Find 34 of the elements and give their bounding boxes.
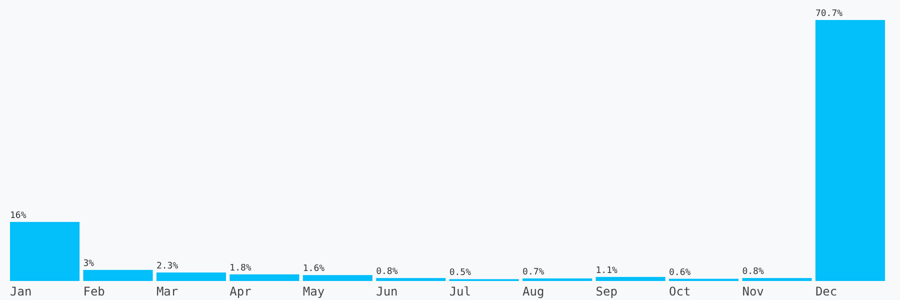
bar [376, 278, 446, 281]
x-tick-label: Jan [10, 284, 32, 299]
data-label: 0.6% [668, 268, 692, 278]
bar [742, 278, 812, 281]
data-label: 1.1% [596, 266, 618, 276]
x-tick-label: Dec [815, 284, 838, 299]
data-label: 2.3% [156, 262, 179, 272]
bar [83, 270, 153, 281]
bar [10, 222, 80, 281]
x-tick-label: Aug [522, 284, 544, 299]
x-tick-label: Jun [376, 284, 398, 299]
x-tick-label: Apr [230, 284, 252, 299]
data-label: 16% [10, 210, 27, 221]
bar [302, 275, 372, 281]
bar [230, 274, 300, 281]
bar [156, 272, 226, 281]
data-label: 0.7% [522, 267, 545, 278]
data-label: 0.8% [376, 267, 398, 278]
x-tick-label: May [302, 284, 325, 299]
data-label: 1.8% [230, 263, 252, 274]
data-label: 0.8% [742, 267, 764, 278]
x-tick-label: Oct [668, 284, 691, 299]
x-tick-label: Mar [156, 284, 178, 299]
x-tick-label: Jul [449, 284, 472, 299]
data-label: 70.7% [815, 9, 844, 19]
x-tick-label: Sep [596, 284, 618, 299]
x-tick-label: Nov [742, 284, 764, 299]
bar [596, 276, 666, 281]
bar [815, 20, 885, 281]
data-label: 1.6% [302, 264, 326, 274]
x-tick-label: Feb [83, 284, 105, 299]
bar [522, 278, 592, 281]
data-label: 3% [83, 258, 95, 269]
data-label: 0.5% [449, 268, 472, 278]
